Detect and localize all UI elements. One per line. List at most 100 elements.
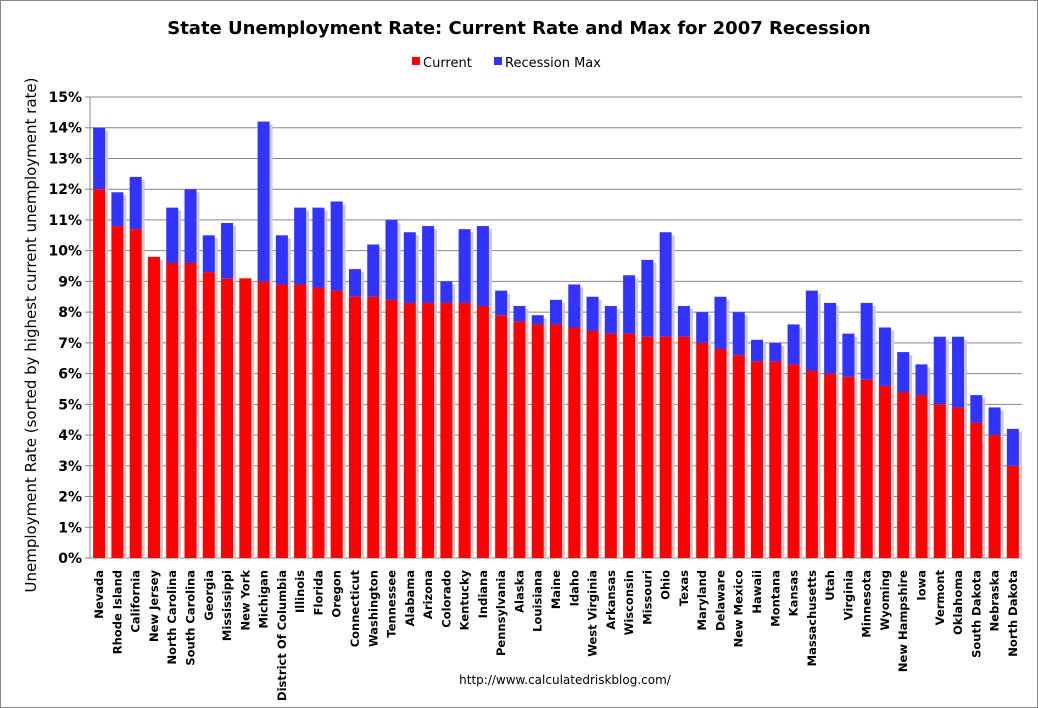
bar-recession-max <box>495 290 508 316</box>
x-tick-label: Colorado <box>439 570 453 628</box>
bar-current <box>805 370 818 558</box>
bar-current <box>330 290 343 558</box>
y-tick-label: 11% <box>48 213 82 229</box>
bar-current <box>275 284 288 558</box>
x-tick-label: Michigan <box>257 570 271 629</box>
bar-current <box>257 281 270 558</box>
bar-recession-max <box>403 232 416 303</box>
bar-recession-max <box>422 226 435 303</box>
bar-recession-max <box>550 299 562 325</box>
bar-recession-max <box>367 244 380 297</box>
x-tick-label: New Hampshire <box>896 570 910 672</box>
x-tick-label: Oklahoma <box>951 570 965 635</box>
bar-recession-max <box>458 229 471 303</box>
x-tick-label: Virginia <box>841 570 855 620</box>
bar-recession-max <box>312 207 325 288</box>
bar-current <box>970 422 983 558</box>
bar-current <box>312 287 325 558</box>
bar-recession-max <box>659 232 672 337</box>
bar-recession-max <box>513 305 526 322</box>
x-tick-label: Washington <box>366 570 380 647</box>
x-tick-label: South Dakota <box>969 570 983 658</box>
bar-recession-max <box>732 312 745 356</box>
bar-current <box>403 302 416 558</box>
bar-current <box>348 296 361 558</box>
x-tick-label: Vermont <box>933 569 947 625</box>
x-tick-label: Utah <box>823 570 837 601</box>
x-tick-label: Idaho <box>567 570 581 606</box>
x-tick-label: Arizona <box>421 570 435 619</box>
bar-current <box>422 302 435 558</box>
x-tick-label: District Of Columbia <box>275 570 289 701</box>
bar-recession-max <box>1006 428 1019 466</box>
bar-current <box>952 407 965 558</box>
x-tick-label: Missouri <box>640 570 654 625</box>
bar-recession-max <box>696 312 709 343</box>
bar-recession-max <box>604 305 617 334</box>
bar-recession-max <box>805 290 818 371</box>
y-tick-label: 9% <box>58 274 82 290</box>
bar-recession-max <box>641 259 654 337</box>
x-tick-label: Delaware <box>713 570 727 631</box>
bar-recession-max <box>257 121 270 282</box>
y-tick-label: 2% <box>58 490 82 506</box>
y-tick-label: 1% <box>58 520 82 536</box>
x-tick-label: Nebraska <box>988 570 1002 631</box>
bar-recession-max <box>221 223 234 279</box>
bar-current <box>458 302 471 558</box>
bar-recession-max <box>330 201 343 291</box>
bar-recession-max <box>202 235 215 273</box>
bar-current <box>732 355 745 558</box>
bar-recession-max <box>531 315 544 325</box>
x-tick-label: Maine <box>549 570 563 609</box>
bar-recession-max <box>988 407 1001 436</box>
legend-swatch-current <box>412 57 420 65</box>
bar-current <box>294 284 307 558</box>
bar-recession-max <box>184 189 197 263</box>
bar-current <box>787 364 800 558</box>
legend-swatch-recession-max <box>494 57 502 65</box>
x-tick-label: Iowa <box>914 570 928 601</box>
bar-recession-max <box>824 302 837 374</box>
bar-current <box>129 229 142 559</box>
bar-current <box>166 262 179 558</box>
bar-recession-max <box>970 395 983 423</box>
bar-current <box>1006 465 1019 558</box>
y-tick-label: 3% <box>58 459 82 475</box>
bar-current <box>147 256 160 558</box>
bar-current <box>659 336 672 558</box>
x-tick-label: Georgia <box>202 570 216 621</box>
source-note: http://www.calculatedriskblog.com/ <box>459 673 672 687</box>
bar-recession-max <box>385 219 398 300</box>
x-tick-label: Alaska <box>512 570 526 613</box>
x-tick-label: Kansas <box>787 570 801 616</box>
bar-recession-max <box>787 324 800 365</box>
y-tick-label: 14% <box>48 121 82 137</box>
x-tick-label: Hawaii <box>750 570 764 614</box>
bar-recession-max <box>476 226 489 306</box>
bar-recession-max <box>348 269 361 297</box>
bar-recession-max <box>860 302 873 380</box>
y-tick-label: 0% <box>58 551 82 567</box>
bar-current <box>476 305 489 558</box>
x-tick-label: Maryland <box>695 570 709 631</box>
x-tick-label: South Carolina <box>184 570 198 666</box>
bar-current <box>714 349 727 558</box>
x-tick-label: Oregon <box>330 570 344 618</box>
chart-title: State Unemployment Rate: Current Rate an… <box>167 18 871 39</box>
x-tick-label: Ohio <box>659 570 673 600</box>
x-tick-label: West Virginia <box>586 570 600 657</box>
x-tick-label: Arkansas <box>604 570 618 630</box>
bar-recession-max <box>129 176 142 230</box>
bar-recession-max <box>897 352 910 393</box>
bar-recession-max <box>440 281 453 303</box>
bar-recession-max <box>586 296 599 331</box>
bar-recession-max <box>842 333 855 377</box>
y-tick-label: 6% <box>58 367 82 383</box>
bar-current <box>202 272 215 558</box>
bar-recession-max <box>677 305 690 337</box>
bar-current <box>769 361 782 558</box>
bar-current <box>385 299 398 558</box>
bar-recession-max <box>915 364 928 396</box>
